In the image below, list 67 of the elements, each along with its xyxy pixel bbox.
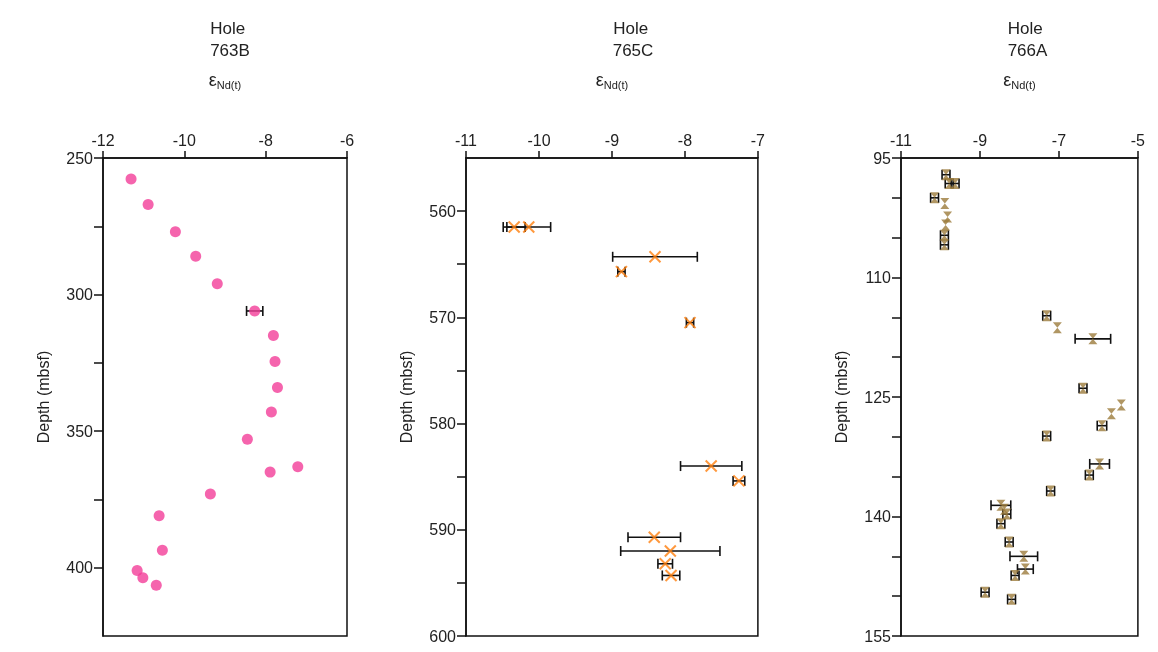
- point: [204, 488, 216, 500]
- x-tick-label: -9: [972, 131, 988, 149]
- y-tick-label: 300: [66, 286, 94, 304]
- y-axis-title: Depth (mbsf): [397, 350, 415, 444]
- x-tick-label: -10: [527, 131, 551, 149]
- x-tick-label: -9: [604, 131, 620, 149]
- point: [1020, 563, 1030, 575]
- y-tick-label: 600: [429, 627, 457, 645]
- x-tick-label: -8: [258, 131, 273, 149]
- x-tick-label: -7: [1051, 131, 1067, 149]
- x-tick-label: -11: [455, 131, 478, 149]
- x-tick-label: -8: [677, 131, 693, 149]
- y-axis-title: Depth (mbsf): [832, 350, 850, 444]
- x-tick-label: -5: [1130, 131, 1146, 149]
- y-tick-label: 560: [429, 202, 457, 220]
- y-tick-label: 250: [66, 149, 94, 167]
- point: [1116, 399, 1126, 411]
- point: [648, 250, 662, 264]
- x-tick-label: -7: [750, 131, 766, 149]
- point: [1106, 408, 1116, 420]
- point: [1095, 458, 1105, 470]
- point: [1019, 550, 1029, 562]
- point: [211, 278, 223, 290]
- point: [137, 572, 149, 584]
- y-tick-label: 140: [864, 508, 892, 525]
- point: [269, 355, 281, 367]
- chart-title: Hole 765C: [612, 18, 654, 60]
- point: [150, 579, 162, 591]
- y-tick-label: 590: [429, 521, 457, 539]
- y-tick-label: 400: [66, 559, 94, 577]
- point: [267, 330, 279, 342]
- x-tick-label: -12: [91, 131, 115, 149]
- y-tick-label: 350: [66, 422, 94, 440]
- point: [131, 564, 143, 576]
- point: [663, 544, 677, 558]
- x-tick-label: -11: [890, 131, 913, 149]
- point: [1052, 322, 1062, 334]
- point: [142, 198, 154, 210]
- y-axis-title: Depth (mbsf): [34, 350, 52, 444]
- y-tick-label: 570: [429, 308, 457, 326]
- point: [265, 406, 277, 418]
- y-tick-label: 125: [864, 388, 892, 406]
- point: [940, 197, 950, 209]
- point: [271, 381, 283, 393]
- point: [704, 459, 718, 473]
- point: [941, 219, 951, 231]
- point: [249, 305, 261, 317]
- point: [169, 226, 181, 238]
- x-tick-label: -10: [172, 131, 196, 149]
- point: [156, 544, 168, 556]
- point: [241, 433, 253, 445]
- chart-title: Hole 766A: [1007, 18, 1049, 60]
- y-tick-label: 155: [864, 627, 892, 645]
- x-tick-label: -6: [339, 131, 355, 149]
- point: [190, 250, 202, 262]
- y-tick-label: 95: [873, 149, 892, 167]
- point: [1088, 333, 1098, 345]
- point: [292, 461, 304, 473]
- point: [522, 220, 536, 234]
- point: [507, 220, 521, 234]
- point: [125, 173, 137, 185]
- point: [153, 510, 165, 522]
- y-tick-label: 580: [429, 415, 457, 433]
- point: [647, 530, 661, 544]
- chart-title: Hole 763B: [210, 18, 250, 60]
- point: [264, 466, 276, 478]
- y-tick-label: 110: [865, 269, 892, 286]
